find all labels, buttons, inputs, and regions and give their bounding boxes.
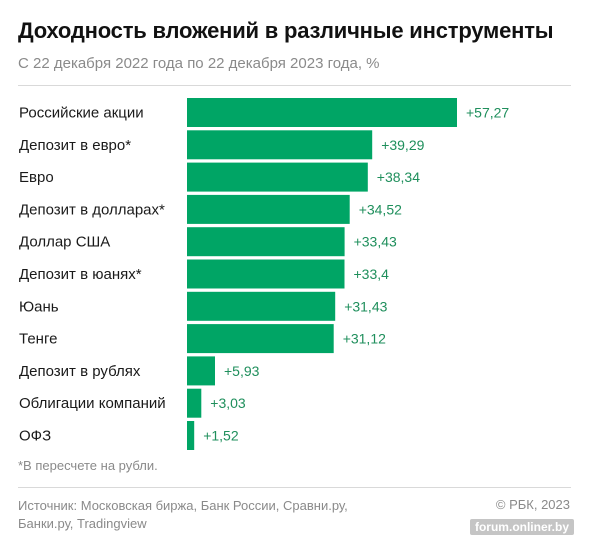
category-label: Депозит в рублях	[19, 363, 141, 380]
bottom-divider	[18, 487, 571, 488]
category-label: Юань	[19, 298, 59, 315]
bar	[187, 194, 350, 224]
value-label: +1,52	[203, 428, 239, 444]
category-label: Доллар США	[19, 234, 110, 251]
value-label: +5,93	[224, 363, 260, 379]
bar	[187, 162, 368, 192]
value-label: +3,03	[210, 395, 246, 411]
top-divider	[18, 85, 571, 86]
bar	[187, 421, 195, 450]
chart-subtitle: С 22 декабря 2022 года по 22 декабря 202…	[18, 55, 380, 72]
value-label: +34,52	[359, 201, 402, 217]
source-note: Источник: Московская биржа, Банк России,…	[18, 498, 348, 531]
bar	[187, 324, 334, 354]
value-label: +38,34	[377, 169, 420, 185]
bar-chart: Российские акции +57,27 Депозит в евро* +39…	[19, 98, 509, 450]
bar	[187, 227, 345, 257]
bar	[187, 130, 373, 160]
category-label: Российские акции	[19, 105, 144, 122]
value-label: +33,4	[354, 266, 390, 282]
category-label: Депозит в юанях*	[19, 266, 142, 283]
value-label: +57,27	[466, 105, 509, 121]
bar	[187, 291, 336, 321]
category-label: ОФЗ	[19, 428, 51, 445]
value-label: +31,43	[344, 298, 387, 314]
copyright: © РБК, 2023	[495, 497, 570, 512]
bar	[187, 388, 202, 418]
value-label: +39,29	[381, 137, 424, 153]
value-label: +33,43	[354, 234, 397, 250]
value-label: +31,12	[343, 331, 386, 347]
category-label: Облигации компаний	[19, 395, 166, 412]
bar	[187, 356, 215, 386]
category-label: Депозит в евро*	[19, 137, 131, 154]
bar	[187, 259, 345, 289]
watermark: forum.onliner.by	[469, 519, 574, 535]
chart-title: Доходность вложений в различные инструме…	[18, 18, 554, 43]
category-label: Тенге	[19, 331, 57, 348]
category-label: Депозит в долларах*	[19, 201, 165, 218]
footnote: *В пересчете на рубли.	[18, 458, 158, 473]
bar	[187, 98, 457, 127]
category-label: Евро	[19, 169, 54, 186]
